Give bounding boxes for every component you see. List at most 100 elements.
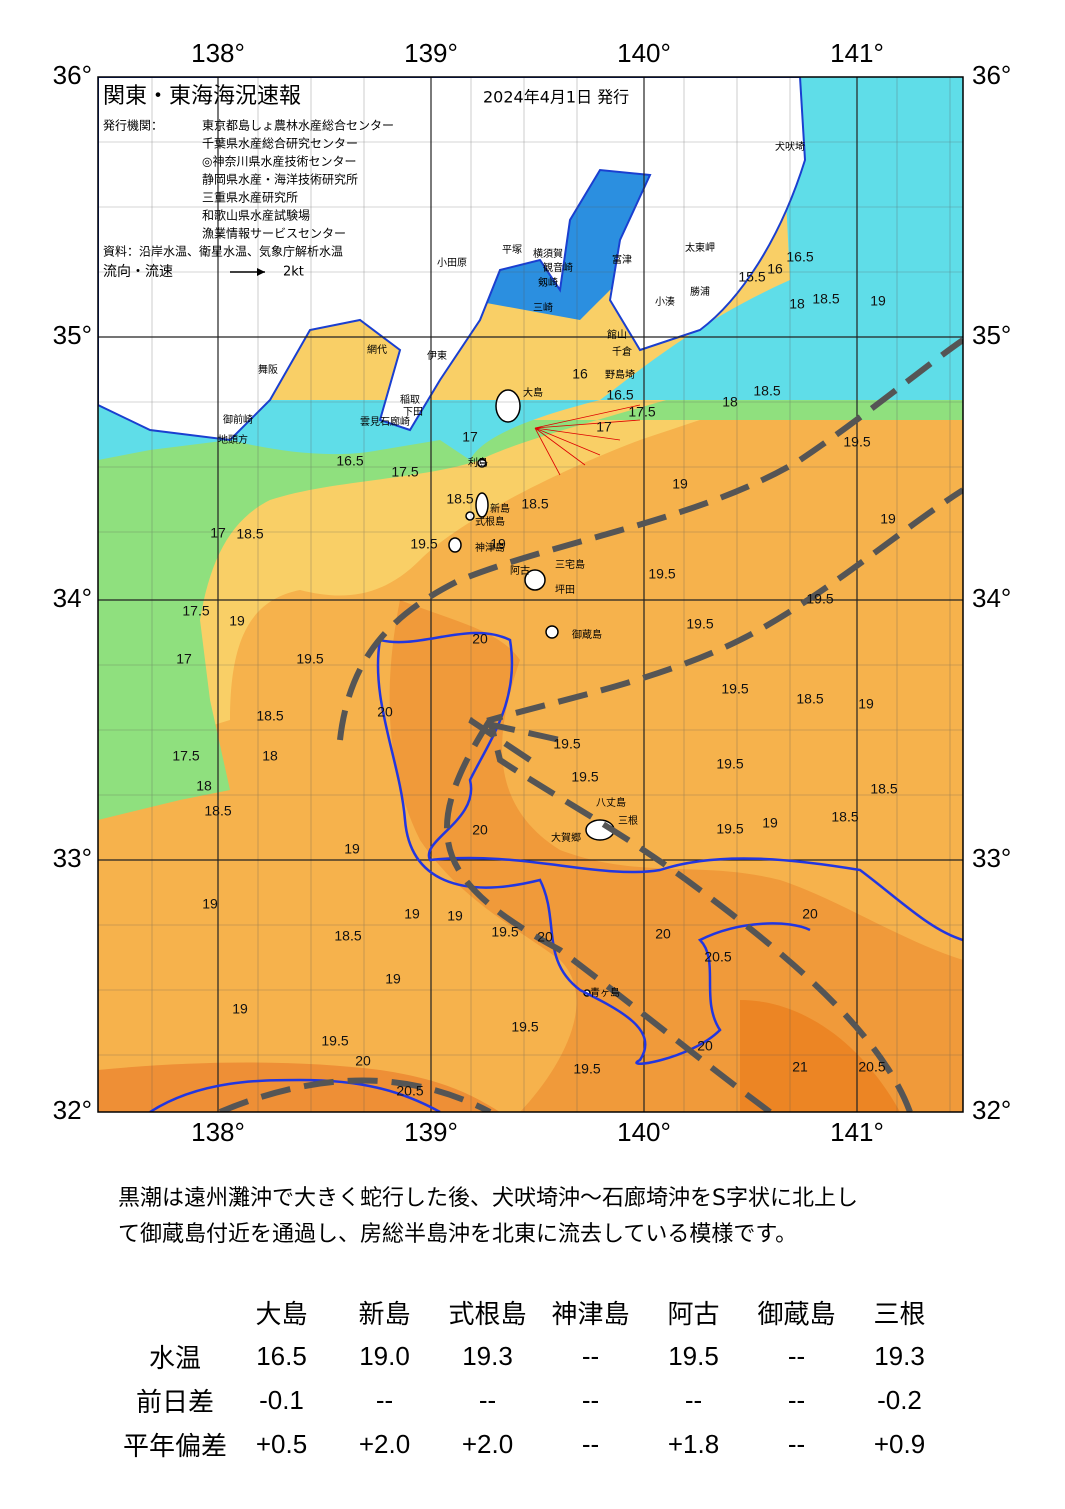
cell: 19.3	[874, 1340, 925, 1371]
cell: +1.8	[667, 1428, 720, 1459]
contour-label: 19.5	[573, 1061, 600, 1077]
cell: --	[478, 1384, 497, 1415]
cell: --	[581, 1340, 600, 1371]
contour-label: 19	[870, 293, 886, 309]
place-name: 稲取	[400, 394, 420, 406]
place-name: 三宅島	[555, 558, 585, 571]
contour-label: 18.5	[753, 383, 780, 399]
contour-label: 19.5	[511, 1019, 538, 1035]
place-name: 石廊崎	[380, 415, 410, 428]
lon-label: 138°	[191, 38, 245, 68]
contour-label: 18.5	[256, 708, 283, 724]
contour-label: 19	[404, 906, 420, 922]
lon-label: 140°	[617, 1117, 671, 1147]
place-name: 八丈島	[596, 796, 626, 809]
place-name: 青ヶ島	[590, 986, 620, 999]
contour-label: 20.5	[858, 1059, 885, 1075]
cell: --	[787, 1340, 806, 1371]
cell: 19.0	[359, 1340, 410, 1371]
place-name: 伊東	[427, 349, 447, 362]
contour-label: 18.5	[446, 491, 473, 507]
contour-label: 17	[596, 419, 612, 435]
contour-label: 18	[722, 394, 738, 410]
cell: -0.1	[259, 1384, 304, 1415]
contour-label: 16	[572, 366, 588, 382]
place-name: 網代	[367, 343, 387, 356]
place-name: 三根	[618, 814, 638, 827]
column-header: 三根	[873, 1298, 926, 1329]
place-name: 利島	[468, 456, 488, 469]
corner	[120, 1290, 230, 1334]
place-name: 御前崎	[223, 413, 253, 426]
lon-label: 140°	[617, 38, 671, 68]
contour-label: 17	[462, 429, 478, 445]
lat-label: 34°	[972, 583, 1011, 613]
contour-label: 19.5	[321, 1033, 348, 1049]
contour-label: 18.5	[812, 291, 839, 307]
table-row: 前日差 -0.1 -- -- -- -- -- -0.2	[120, 1378, 951, 1422]
place-name: 雲見	[360, 416, 380, 428]
place-name: 野島埼	[605, 368, 635, 381]
column-header: 御蔵島	[757, 1298, 836, 1329]
place-name: 平塚	[502, 244, 522, 256]
contour-label: 18.5	[870, 781, 897, 797]
cell: 16.5	[256, 1340, 307, 1371]
contour-label: 19.5	[843, 434, 870, 450]
contour-label: 21	[792, 1059, 808, 1075]
cell: +0.5	[255, 1428, 308, 1459]
cell: +0.9	[873, 1428, 926, 1459]
place-name: 御蔵島	[572, 628, 602, 641]
sst-table: 大島 新島 式根島 神津島 阿古 御蔵島 三根 水温 16.5 19.0 19.3 -- 19.5 -- 1…	[120, 1290, 951, 1466]
cell: --	[375, 1384, 394, 1415]
contour-label: 16.5	[606, 387, 633, 403]
contour-label: 20	[537, 929, 553, 945]
contour-label: 20	[802, 906, 818, 922]
contour-label: 19	[762, 815, 778, 831]
contour-label: 20	[697, 1038, 713, 1054]
lat-label: 33°	[53, 843, 92, 873]
contour-label: 15.5	[738, 269, 765, 285]
summary-line: て御蔵島付近を通過し、房総半島沖を北東に流去している模様です。	[118, 1222, 798, 1247]
contour-label: 19	[385, 971, 401, 987]
contour-label: 20.5	[704, 949, 731, 965]
row-label: 水温	[148, 1342, 201, 1373]
contour-label: 18	[262, 748, 278, 764]
place-name: 阿古	[510, 564, 530, 577]
lon-label: 141°	[830, 38, 884, 68]
lon-label: 139°	[404, 1117, 458, 1147]
lon-label: 141°	[830, 1117, 884, 1147]
place-name: 勝浦	[690, 285, 710, 298]
contour-label: 19.5	[553, 736, 580, 752]
contour-label: 18.5	[796, 691, 823, 707]
issuer: 静岡県水産・海洋技術研究所	[202, 172, 358, 187]
contour-label: 19.5	[410, 536, 437, 552]
lat-label: 36°	[972, 60, 1011, 90]
cell: +2.0	[461, 1428, 514, 1459]
row-label: 平年偏差	[122, 1430, 227, 1461]
place-name: 大島	[523, 386, 543, 399]
lat-label: 36°	[53, 60, 92, 90]
contour-label: 17	[176, 651, 192, 667]
flow-scale: 2kt	[283, 265, 304, 280]
table-row: 水温 16.5 19.0 19.3 -- 19.5 -- 19.3	[120, 1334, 951, 1378]
place-name: 千倉	[612, 345, 632, 358]
flow-label: 流向・流速	[103, 264, 173, 280]
contour-label: 19	[447, 908, 463, 924]
lon-label: 138°	[191, 1117, 245, 1147]
contour-label: 18.5	[334, 928, 361, 944]
place-name: 地頭方	[218, 433, 248, 446]
contour-label: 20.5	[396, 1083, 423, 1099]
issue-date: 2024年4月1日 発行	[483, 88, 629, 107]
issuer: 千葉県水産総合研究センター	[202, 136, 358, 151]
lat-label: 35°	[972, 320, 1011, 350]
contour-label: 19.5	[721, 681, 748, 697]
place-name: 館山	[607, 328, 627, 341]
place-name: 横須賀	[533, 247, 563, 260]
contour-label: 19	[344, 841, 360, 857]
contour-label: 19.5	[806, 591, 833, 607]
place-name: 下田	[403, 407, 423, 418]
contour-label: 17	[210, 525, 226, 541]
contour-label: 19	[229, 613, 245, 629]
